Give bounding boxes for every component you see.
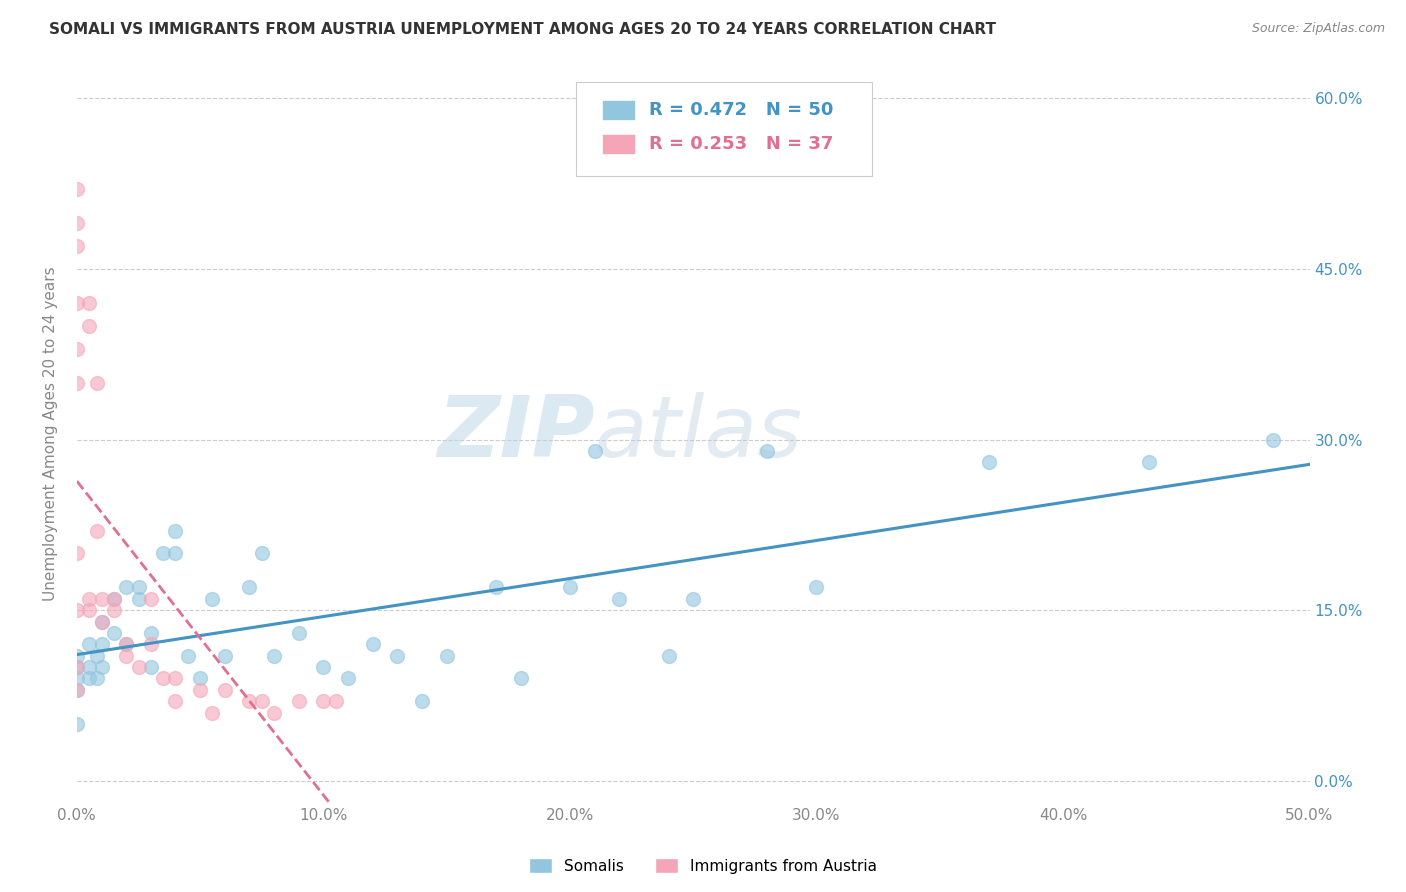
Point	[188, 672, 211, 686]
Text: Source: ZipAtlas.com: Source: ZipAtlas.com	[1251, 22, 1385, 36]
Point	[66, 717, 89, 731]
Point	[263, 706, 285, 720]
Point	[128, 591, 150, 606]
FancyBboxPatch shape	[576, 82, 872, 177]
Point	[436, 648, 458, 663]
Point	[103, 626, 125, 640]
Point	[682, 591, 704, 606]
Text: R = 0.472   N = 50: R = 0.472 N = 50	[648, 102, 834, 120]
Point	[165, 546, 187, 560]
Point	[77, 296, 100, 310]
Point	[77, 318, 100, 333]
Point	[115, 637, 138, 651]
Point	[139, 637, 162, 651]
Point	[485, 581, 508, 595]
Point	[152, 546, 174, 560]
Point	[66, 182, 89, 196]
Legend: Somalis, Immigrants from Austria: Somalis, Immigrants from Austria	[523, 852, 883, 880]
Point	[411, 694, 433, 708]
Point	[77, 603, 100, 617]
Point	[77, 660, 100, 674]
Point	[312, 660, 335, 674]
Point	[86, 648, 108, 663]
Point	[86, 376, 108, 390]
Point	[201, 706, 224, 720]
Point	[66, 216, 89, 230]
Point	[238, 581, 260, 595]
Point	[90, 637, 112, 651]
Point	[77, 672, 100, 686]
Point	[66, 376, 89, 390]
Point	[139, 591, 162, 606]
Point	[66, 296, 89, 310]
Point	[977, 455, 1000, 469]
FancyBboxPatch shape	[602, 100, 636, 120]
Point	[103, 591, 125, 606]
Point	[115, 581, 138, 595]
Point	[201, 591, 224, 606]
Point	[165, 672, 187, 686]
Text: R = 0.253   N = 37: R = 0.253 N = 37	[648, 135, 834, 153]
Point	[77, 637, 100, 651]
Y-axis label: Unemployment Among Ages 20 to 24 years: Unemployment Among Ages 20 to 24 years	[44, 267, 58, 601]
Point	[238, 694, 260, 708]
Point	[756, 444, 779, 458]
Point	[214, 648, 236, 663]
Point	[128, 660, 150, 674]
Point	[165, 524, 187, 538]
Point	[1261, 433, 1284, 447]
Point	[90, 615, 112, 629]
Point	[115, 648, 138, 663]
Point	[806, 581, 828, 595]
Point	[312, 694, 335, 708]
Point	[66, 546, 89, 560]
Point	[152, 672, 174, 686]
Point	[139, 626, 162, 640]
Point	[86, 524, 108, 538]
Point	[90, 615, 112, 629]
Point	[66, 660, 89, 674]
Point	[361, 637, 384, 651]
Point	[128, 581, 150, 595]
Point	[66, 603, 89, 617]
Point	[90, 591, 112, 606]
FancyBboxPatch shape	[602, 134, 636, 153]
Point	[66, 660, 89, 674]
Point	[66, 239, 89, 253]
Text: atlas: atlas	[595, 392, 803, 475]
Point	[214, 682, 236, 697]
Point	[509, 672, 531, 686]
Point	[103, 603, 125, 617]
Point	[1137, 455, 1160, 469]
Point	[337, 672, 360, 686]
Point	[77, 591, 100, 606]
Point	[139, 660, 162, 674]
Point	[86, 672, 108, 686]
Point	[607, 591, 630, 606]
Point	[657, 648, 679, 663]
Point	[287, 626, 309, 640]
Point	[165, 694, 187, 708]
Point	[558, 581, 581, 595]
Point	[66, 682, 89, 697]
Point	[66, 682, 89, 697]
Point	[387, 648, 409, 663]
Point	[287, 694, 309, 708]
Point	[188, 682, 211, 697]
Point	[66, 648, 89, 663]
Point	[103, 591, 125, 606]
Point	[115, 637, 138, 651]
Point	[250, 694, 273, 708]
Point	[250, 546, 273, 560]
Point	[325, 694, 347, 708]
Point	[263, 648, 285, 663]
Point	[583, 444, 606, 458]
Point	[90, 660, 112, 674]
Text: ZIP: ZIP	[437, 392, 595, 475]
Point	[177, 648, 200, 663]
Point	[66, 672, 89, 686]
Point	[66, 342, 89, 356]
Text: SOMALI VS IMMIGRANTS FROM AUSTRIA UNEMPLOYMENT AMONG AGES 20 TO 24 YEARS CORRELA: SOMALI VS IMMIGRANTS FROM AUSTRIA UNEMPL…	[49, 22, 997, 37]
